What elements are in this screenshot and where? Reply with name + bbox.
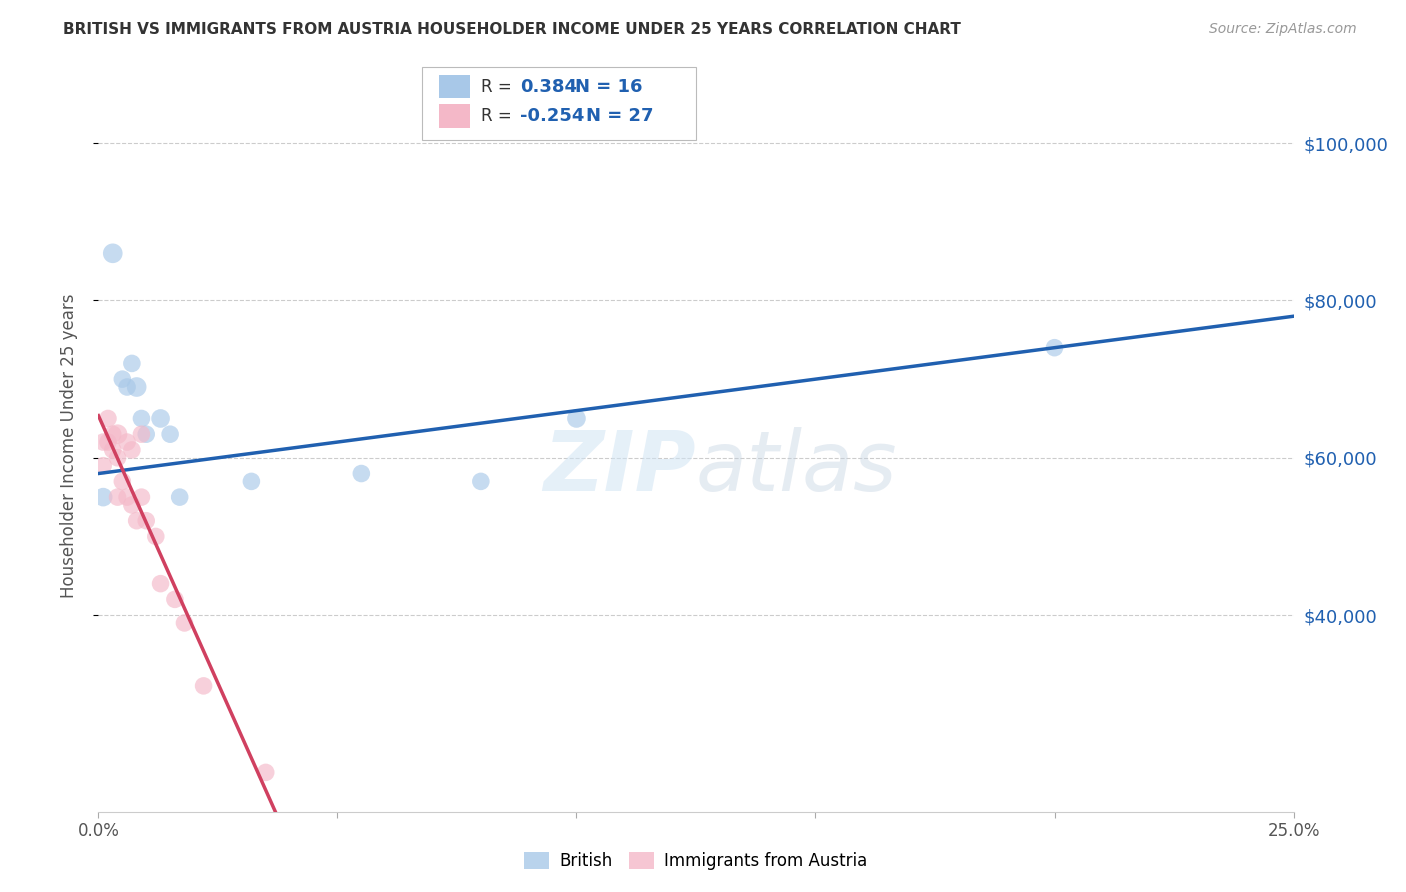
Text: ZIP: ZIP [543,427,696,508]
Point [173,615,195,630]
Point [470,475,492,489]
Point [240,475,263,489]
Point [565,411,588,425]
Point [350,467,373,481]
Point [91,458,114,473]
Point [115,380,138,394]
Point [121,442,143,457]
Point [101,427,124,442]
Point [163,592,186,607]
Point [135,427,157,442]
Point [107,490,129,504]
Point [101,442,124,457]
Point [107,427,129,442]
Point [107,450,129,465]
Point [145,529,167,543]
Point [111,475,134,489]
Point [131,490,153,504]
Text: 0.384: 0.384 [520,78,578,95]
Point [97,435,120,450]
Point [149,576,172,591]
Text: N = 27: N = 27 [586,107,654,125]
Text: atlas: atlas [696,427,897,508]
Text: -0.254: -0.254 [520,107,585,125]
Point [149,411,172,425]
Point [91,435,114,450]
Y-axis label: Householder Income Under 25 years: Householder Income Under 25 years [59,293,77,599]
Point [254,765,277,780]
Text: R =: R = [481,78,522,95]
Point [91,490,114,504]
Point [1043,341,1066,355]
Text: BRITISH VS IMMIGRANTS FROM AUSTRIA HOUSEHOLDER INCOME UNDER 25 YEARS CORRELATION: BRITISH VS IMMIGRANTS FROM AUSTRIA HOUSE… [63,22,962,37]
Text: Source: ZipAtlas.com: Source: ZipAtlas.com [1209,22,1357,37]
Point [115,435,138,450]
Point [97,411,120,425]
Point [125,380,148,394]
Text: R =: R = [481,107,522,125]
Point [115,490,138,504]
Point [111,372,134,386]
Point [169,490,191,504]
Point [131,427,153,442]
Legend: British, Immigrants from Austria: British, Immigrants from Austria [517,845,875,877]
Point [193,679,215,693]
Point [159,427,181,442]
Point [125,514,148,528]
Text: N = 16: N = 16 [575,78,643,95]
Point [121,356,143,370]
Point [135,514,157,528]
Point [101,246,124,260]
Point [121,498,143,512]
Point [131,411,153,425]
